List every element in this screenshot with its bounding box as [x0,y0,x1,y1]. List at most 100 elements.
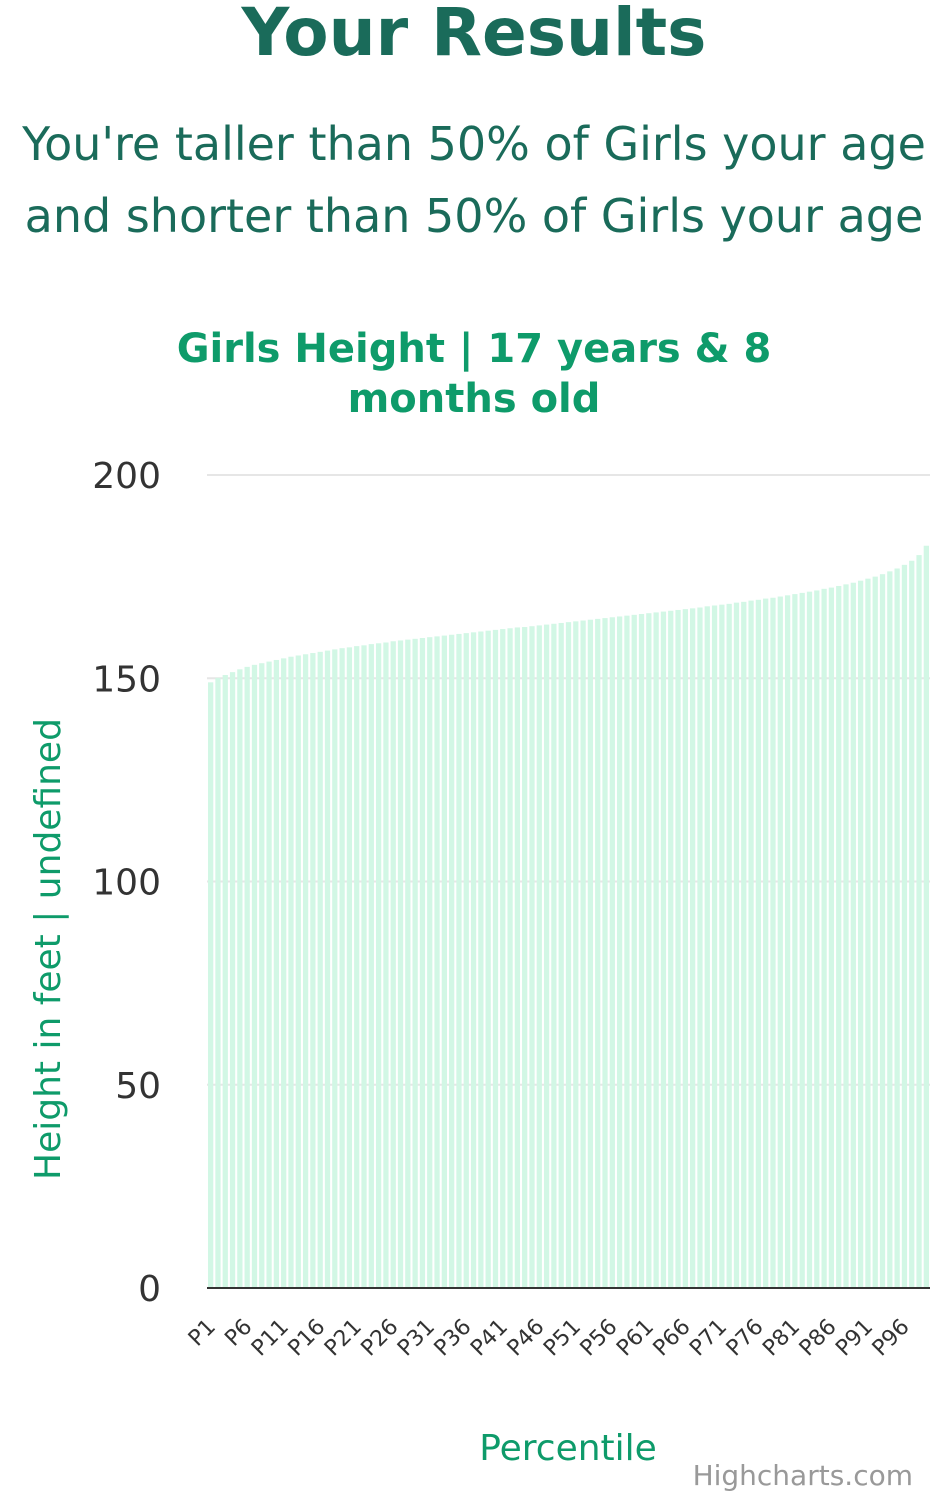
bar[interactable] [441,635,447,1288]
bar[interactable] [522,627,528,1288]
bar[interactable] [302,654,309,1288]
bar[interactable] [208,682,214,1288]
bar[interactable] [339,648,345,1288]
bar[interactable] [288,656,294,1288]
bar[interactable] [806,591,813,1288]
bar[interactable] [485,630,491,1288]
bar[interactable] [821,588,827,1288]
bar[interactable] [609,617,615,1288]
bar[interactable] [397,640,404,1288]
bar[interactable] [470,632,477,1288]
bar[interactable] [368,644,374,1288]
bar[interactable] [244,666,250,1288]
bar[interactable] [478,631,484,1289]
bar[interactable] [879,574,886,1288]
bar[interactable] [390,641,396,1288]
bar[interactable] [660,611,667,1288]
bar[interactable] [836,585,842,1288]
bar[interactable] [711,605,718,1288]
bar[interactable] [492,629,499,1288]
bar[interactable] [419,638,426,1288]
highcharts-credit[interactable]: Highcharts.com [693,1459,913,1492]
bar[interactable] [872,576,878,1289]
bar[interactable] [675,609,681,1288]
bar[interactable] [266,661,272,1288]
bar[interactable] [310,653,316,1288]
bar[interactable] [690,608,696,1288]
bar[interactable] [646,613,652,1288]
bar[interactable] [449,634,455,1288]
bar[interactable] [763,598,769,1288]
bar[interactable] [412,638,418,1288]
bar[interactable] [770,597,776,1288]
bar[interactable] [638,614,645,1288]
bar[interactable] [624,615,630,1288]
bar[interactable] [536,625,542,1288]
bar[interactable] [332,649,338,1288]
bar[interactable] [857,580,864,1288]
bar[interactable] [799,592,805,1288]
bar[interactable] [909,560,915,1288]
bar[interactable] [631,614,637,1288]
bar[interactable] [251,664,258,1288]
bar[interactable] [784,595,791,1288]
bar[interactable] [573,621,579,1288]
bar[interactable] [697,607,703,1288]
bar[interactable] [894,568,900,1289]
bar[interactable] [354,646,360,1288]
bar[interactable] [215,677,221,1288]
bar[interactable] [259,663,265,1288]
bar[interactable] [427,637,433,1288]
bar[interactable] [792,594,798,1288]
bar[interactable] [434,636,440,1288]
bar[interactable] [587,619,594,1288]
bar[interactable] [843,584,849,1288]
bar[interactable] [281,658,287,1288]
bar[interactable] [565,622,572,1288]
bar[interactable] [616,616,623,1288]
bar[interactable] [295,655,301,1288]
bar[interactable] [653,612,659,1288]
bar[interactable] [850,582,856,1288]
bar[interactable] [865,578,871,1288]
bar[interactable] [828,587,835,1288]
bar[interactable] [500,629,506,1288]
bar[interactable] [726,603,732,1288]
bar[interactable] [814,590,820,1288]
bar[interactable] [405,639,411,1288]
bar[interactable] [755,599,762,1288]
bar[interactable] [543,624,550,1288]
bar[interactable] [463,633,469,1288]
bar[interactable] [923,545,929,1288]
bar[interactable] [317,651,323,1288]
bar[interactable] [682,609,688,1288]
bar[interactable] [456,633,462,1288]
bar[interactable] [595,618,601,1288]
bar[interactable] [273,659,280,1288]
bar[interactable] [229,672,236,1288]
bar[interactable] [602,618,608,1288]
bar[interactable] [551,623,557,1288]
bar[interactable] [324,650,331,1288]
bar[interactable] [777,596,783,1288]
bar[interactable] [748,600,754,1288]
bar[interactable] [514,627,521,1288]
bar[interactable] [237,669,243,1288]
bar[interactable] [580,620,586,1288]
bar[interactable] [558,622,564,1288]
bar[interactable] [741,601,747,1288]
bar[interactable] [719,604,725,1288]
bar[interactable] [346,647,353,1288]
bar[interactable] [901,564,908,1288]
bar[interactable] [383,642,389,1288]
bar[interactable] [507,628,513,1288]
bar[interactable] [704,606,710,1288]
bar[interactable] [916,555,922,1288]
bar[interactable] [529,626,535,1288]
bar[interactable] [887,571,893,1288]
bar[interactable] [222,675,228,1288]
bar[interactable] [361,645,367,1288]
bar[interactable] [668,610,674,1288]
bar[interactable] [375,643,382,1288]
bar[interactable] [733,602,740,1288]
